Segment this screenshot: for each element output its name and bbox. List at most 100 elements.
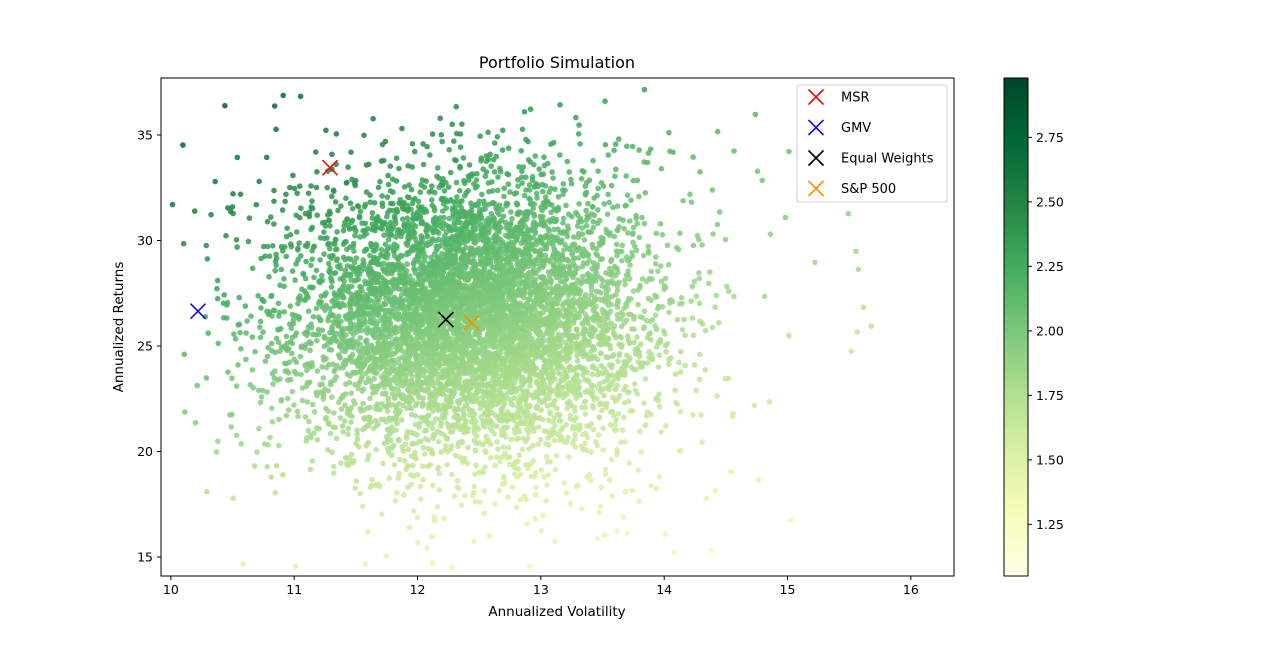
scatter-point — [502, 450, 508, 457]
scatter-point — [594, 535, 601, 542]
scatter-point — [635, 467, 642, 473]
scatter-point — [517, 471, 524, 478]
scatter-point — [304, 399, 311, 405]
scatter-point — [597, 350, 604, 357]
scatter-point — [532, 491, 539, 498]
scatter-point — [357, 405, 364, 412]
scatter-point — [562, 339, 569, 346]
scatter-point — [645, 243, 652, 250]
scatter-point — [255, 387, 262, 394]
scatter-point — [868, 323, 875, 329]
scatter-point — [284, 395, 291, 402]
scatter-point — [709, 324, 716, 331]
scatter-point — [586, 257, 592, 264]
scatter-point — [345, 431, 351, 438]
scatter-point — [674, 317, 681, 323]
scatter-point — [652, 323, 658, 329]
scatter-point — [526, 269, 533, 276]
scatter-point — [573, 326, 580, 332]
scatter-point — [410, 462, 416, 469]
scatter-point — [730, 411, 736, 417]
scatter-point — [408, 453, 415, 460]
scatter-point — [588, 421, 595, 427]
scatter-point — [305, 427, 312, 434]
scatter-point — [554, 405, 560, 412]
scatter-point — [699, 439, 705, 445]
scatter-point — [444, 420, 450, 427]
scatter-point — [365, 528, 371, 535]
scatter-point — [657, 221, 664, 227]
scatter-point — [677, 408, 684, 415]
scatter-point — [691, 278, 698, 285]
scatter-point — [427, 462, 434, 468]
scatter-point — [553, 452, 560, 459]
scatter-point — [292, 563, 299, 569]
scatter-point — [546, 383, 553, 390]
scatter-point — [625, 337, 632, 344]
scatter-point — [291, 368, 298, 375]
scatter-point — [430, 482, 436, 489]
scatter-point — [373, 446, 379, 453]
scatter-point — [551, 437, 558, 444]
scatter-point — [664, 242, 671, 249]
scatter-point — [585, 229, 591, 235]
scatter-point — [501, 424, 507, 430]
scatter-point — [672, 371, 679, 378]
scatter-point — [610, 394, 616, 401]
scatter-point — [611, 427, 618, 433]
scatter-point — [415, 471, 421, 478]
scatter-point — [639, 214, 645, 221]
scatter-point — [389, 424, 395, 430]
scatter-point — [270, 381, 276, 387]
scatter-point — [621, 358, 627, 365]
scatter-point — [530, 458, 536, 464]
scatter-point — [722, 375, 729, 382]
scatter-point — [406, 404, 413, 410]
scatter-point — [623, 317, 630, 324]
scatter-point — [555, 350, 562, 357]
scatter-point — [410, 508, 417, 514]
scatter-point — [378, 511, 385, 517]
scatter-point — [576, 363, 582, 370]
scatter-point — [393, 310, 400, 317]
scatter-point — [641, 220, 648, 227]
scatter-point — [679, 326, 686, 333]
scatter-point — [264, 463, 271, 470]
scatter-point — [632, 387, 639, 394]
scatter-point — [596, 369, 603, 376]
scatter-point — [233, 383, 240, 389]
scatter-point — [344, 371, 351, 377]
scatter-point — [396, 470, 402, 477]
scatter-point — [545, 472, 551, 478]
scatter-point — [696, 270, 702, 276]
scatter-point — [337, 415, 344, 421]
scatter-point — [348, 451, 355, 458]
scatter-point — [281, 360, 288, 367]
scatter-point — [658, 263, 664, 269]
scatter-point — [534, 403, 540, 409]
scatter-point — [544, 482, 550, 488]
scatter-point — [593, 288, 600, 295]
scatter-point — [269, 419, 276, 425]
scatter-point — [563, 421, 569, 428]
scatter-point — [319, 364, 325, 370]
scatter-point — [589, 241, 596, 248]
scatter-point — [702, 367, 708, 373]
scatter-point — [590, 363, 596, 369]
scatter-point — [671, 549, 678, 556]
scatter-point — [333, 435, 340, 442]
scatter-point — [434, 428, 441, 435]
scatter-point — [360, 386, 367, 392]
scatter-point — [302, 414, 309, 420]
scatter-point — [414, 400, 420, 407]
scatter-point — [600, 386, 606, 392]
scatter-point — [637, 314, 643, 320]
scatter-point — [546, 395, 552, 402]
scatter-point — [536, 424, 542, 430]
scatter-point — [571, 241, 578, 247]
scatter-point — [513, 504, 520, 511]
scatter-point — [405, 446, 412, 453]
scatter-point — [585, 271, 591, 277]
scatter-point — [289, 350, 295, 357]
scatter-point — [782, 214, 789, 221]
